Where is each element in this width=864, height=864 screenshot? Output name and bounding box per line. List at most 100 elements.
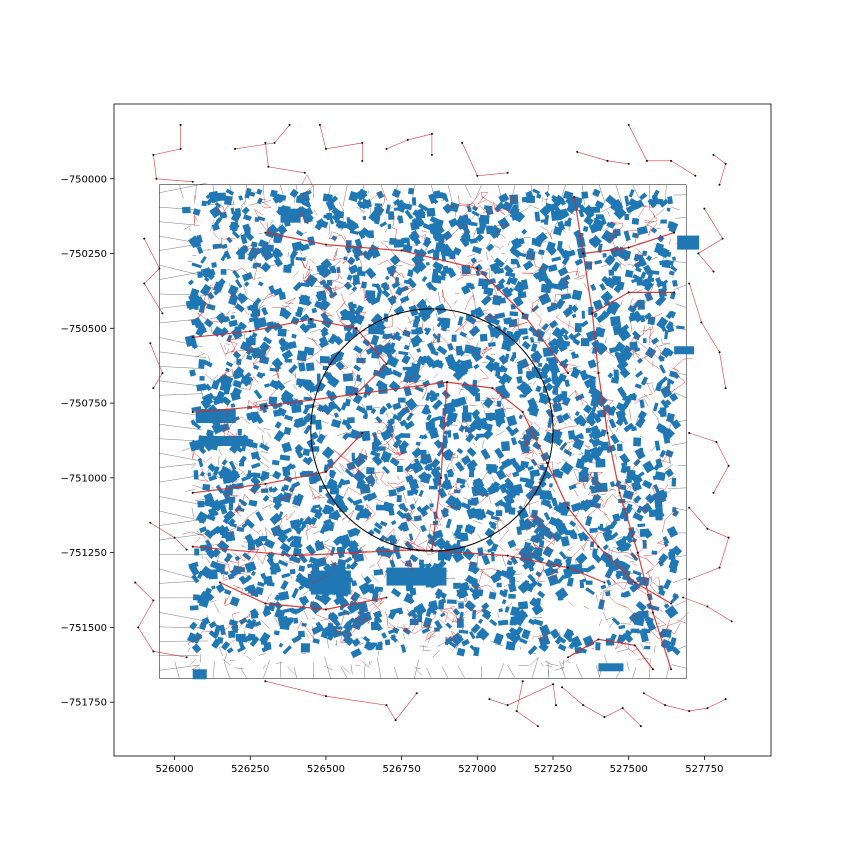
cell-edge xyxy=(457,665,465,679)
building xyxy=(392,414,403,422)
building xyxy=(241,520,251,529)
cell-edge xyxy=(207,456,213,461)
street-local xyxy=(239,548,260,569)
building xyxy=(351,638,361,647)
building xyxy=(601,275,611,285)
cell-edge xyxy=(313,208,318,216)
cell-edge xyxy=(632,563,638,566)
building xyxy=(293,617,299,624)
building xyxy=(404,367,416,379)
building xyxy=(621,466,631,472)
building xyxy=(665,449,674,458)
building xyxy=(307,236,316,247)
cell-edge xyxy=(561,184,566,199)
cell-edge xyxy=(279,661,281,679)
street-local xyxy=(329,231,350,248)
cell-edge xyxy=(676,619,687,624)
building xyxy=(506,457,517,466)
street-local xyxy=(232,584,256,595)
cell-edge xyxy=(407,315,412,325)
cell-edge xyxy=(218,646,224,657)
building xyxy=(471,350,483,363)
building xyxy=(537,590,546,599)
street-local xyxy=(472,368,490,387)
street-local xyxy=(187,630,213,646)
building xyxy=(470,310,476,317)
cell-edge xyxy=(287,666,296,676)
building xyxy=(443,429,450,436)
building xyxy=(494,312,506,320)
cell-edge xyxy=(396,538,401,544)
cell-edge xyxy=(456,419,461,424)
cell-edge xyxy=(392,447,400,456)
street-node xyxy=(633,644,636,647)
building xyxy=(564,379,571,388)
street-node xyxy=(597,545,600,548)
building xyxy=(194,548,200,556)
building xyxy=(367,292,376,302)
building xyxy=(249,636,260,647)
building xyxy=(205,539,213,549)
building xyxy=(365,611,372,621)
street-local xyxy=(404,287,415,302)
building xyxy=(398,502,406,510)
cell-edge xyxy=(486,251,488,261)
street-local xyxy=(334,612,348,636)
building xyxy=(261,488,269,494)
building xyxy=(448,217,459,228)
street-local xyxy=(215,415,238,437)
building xyxy=(424,355,435,365)
cell-edge xyxy=(568,321,570,329)
street-local xyxy=(349,546,368,563)
cell-edge xyxy=(159,664,201,671)
building xyxy=(485,360,497,373)
building xyxy=(578,232,584,237)
street-local xyxy=(377,259,398,284)
street-node xyxy=(355,327,358,330)
building xyxy=(235,279,243,289)
street-local xyxy=(662,509,676,533)
building xyxy=(548,365,555,373)
building xyxy=(536,581,543,588)
cell-edge xyxy=(501,253,505,255)
building xyxy=(532,441,542,451)
street-local xyxy=(425,515,442,550)
building xyxy=(612,513,621,523)
street-local xyxy=(231,350,247,354)
building xyxy=(207,472,211,477)
building xyxy=(278,511,284,518)
building xyxy=(356,305,365,313)
street-local xyxy=(327,248,345,261)
building xyxy=(464,523,476,535)
building xyxy=(431,268,439,280)
building xyxy=(428,485,438,490)
building xyxy=(371,431,378,440)
building xyxy=(433,360,444,369)
street-local xyxy=(319,542,333,564)
building xyxy=(504,489,514,498)
street-local xyxy=(522,264,546,274)
building xyxy=(571,332,581,340)
building xyxy=(431,277,442,284)
building xyxy=(401,354,411,365)
street-local xyxy=(536,461,558,484)
cell-edge xyxy=(416,670,423,676)
building xyxy=(494,201,505,213)
building xyxy=(456,524,463,529)
building xyxy=(213,624,222,636)
street-local xyxy=(277,510,296,522)
building xyxy=(204,587,213,596)
building xyxy=(374,203,382,207)
building xyxy=(561,412,571,421)
building xyxy=(579,469,585,476)
building xyxy=(378,446,386,451)
building xyxy=(658,589,666,597)
building xyxy=(345,423,353,431)
building xyxy=(305,544,317,556)
street-node xyxy=(137,626,140,629)
building xyxy=(461,455,472,466)
cell-edge xyxy=(511,285,515,290)
building xyxy=(416,347,422,353)
building xyxy=(238,195,244,201)
cell-edge xyxy=(301,652,307,654)
